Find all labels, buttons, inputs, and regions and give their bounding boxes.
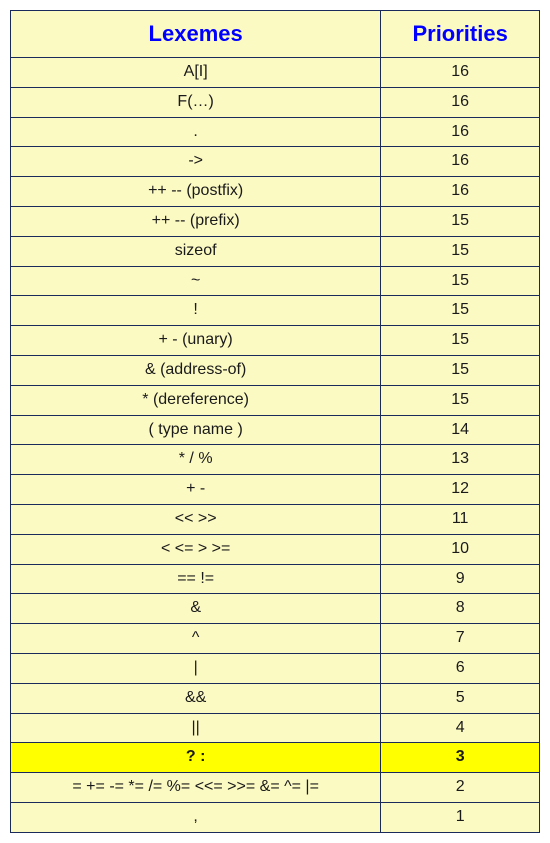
priority-cell: 15	[381, 385, 540, 415]
lexeme-cell: = += -= *= /= %= <<= >>= &= ^= |=	[11, 773, 381, 803]
lexeme-cell: F(…)	[11, 87, 381, 117]
table-row: F(…)16	[11, 87, 540, 117]
priority-cell: 3	[381, 743, 540, 773]
table-row: ,1	[11, 802, 540, 832]
table-row: * / %13	[11, 445, 540, 475]
priority-cell: 7	[381, 624, 540, 654]
table-row: .16	[11, 117, 540, 147]
table-row: == !=9	[11, 564, 540, 594]
priority-cell: 16	[381, 147, 540, 177]
table-row: ? :3	[11, 743, 540, 773]
priority-cell: 10	[381, 534, 540, 564]
table-row: ^7	[11, 624, 540, 654]
lexeme-cell: + -	[11, 475, 381, 505]
priority-cell: 15	[381, 236, 540, 266]
priority-cell: 2	[381, 773, 540, 803]
priority-table: Lexemes Priorities A[I]16F(…)16.16->16++…	[10, 10, 540, 833]
priority-cell: 16	[381, 87, 540, 117]
lexeme-cell: & (address-of)	[11, 355, 381, 385]
priority-cell: 15	[381, 266, 540, 296]
priority-cell: 15	[381, 355, 540, 385]
lexeme-cell: << >>	[11, 504, 381, 534]
table-row: ||4	[11, 713, 540, 743]
table-row: ->16	[11, 147, 540, 177]
lexeme-cell: ( type name )	[11, 415, 381, 445]
lexeme-cell: ->	[11, 147, 381, 177]
lexeme-cell: |	[11, 653, 381, 683]
col-header-priorities: Priorities	[381, 11, 540, 58]
lexeme-cell: !	[11, 296, 381, 326]
priority-cell: 8	[381, 594, 540, 624]
priority-cell: 15	[381, 326, 540, 356]
lexeme-cell: .	[11, 117, 381, 147]
priority-cell: 12	[381, 475, 540, 505]
priority-cell: 16	[381, 117, 540, 147]
lexeme-cell: ? :	[11, 743, 381, 773]
lexeme-cell: + - (unary)	[11, 326, 381, 356]
table-row: & (address-of)15	[11, 355, 540, 385]
operator-priority-table: Lexemes Priorities A[I]16F(…)16.16->16++…	[10, 10, 540, 833]
priority-cell: 4	[381, 713, 540, 743]
table-row: &&5	[11, 683, 540, 713]
priority-cell: 16	[381, 58, 540, 88]
lexeme-cell: * (dereference)	[11, 385, 381, 415]
table-row: |6	[11, 653, 540, 683]
lexeme-cell: sizeof	[11, 236, 381, 266]
lexeme-cell: ,	[11, 802, 381, 832]
table-row: !15	[11, 296, 540, 326]
lexeme-cell: * / %	[11, 445, 381, 475]
table-row: ~15	[11, 266, 540, 296]
table-row: ++ -- (prefix)15	[11, 206, 540, 236]
lexeme-cell: ||	[11, 713, 381, 743]
table-row: < <= > >=10	[11, 534, 540, 564]
priority-cell: 16	[381, 177, 540, 207]
lexeme-cell: == !=	[11, 564, 381, 594]
priority-cell: 13	[381, 445, 540, 475]
table-row: + -12	[11, 475, 540, 505]
table-row: sizeof15	[11, 236, 540, 266]
table-body: A[I]16F(…)16.16->16++ -- (postfix)16++ -…	[11, 58, 540, 833]
priority-cell: 5	[381, 683, 540, 713]
table-row: ++ -- (postfix)16	[11, 177, 540, 207]
table-row: ( type name )14	[11, 415, 540, 445]
lexeme-cell: ++ -- (postfix)	[11, 177, 381, 207]
table-row: = += -= *= /= %= <<= >>= &= ^= |=2	[11, 773, 540, 803]
col-header-lexemes: Lexemes	[11, 11, 381, 58]
lexeme-cell: < <= > >=	[11, 534, 381, 564]
lexeme-cell: ++ -- (prefix)	[11, 206, 381, 236]
lexeme-cell: &	[11, 594, 381, 624]
priority-cell: 9	[381, 564, 540, 594]
priority-cell: 14	[381, 415, 540, 445]
lexeme-cell: A[I]	[11, 58, 381, 88]
table-header-row: Lexemes Priorities	[11, 11, 540, 58]
priority-cell: 6	[381, 653, 540, 683]
table-row: << >>11	[11, 504, 540, 534]
table-row: A[I]16	[11, 58, 540, 88]
priority-cell: 1	[381, 802, 540, 832]
priority-cell: 11	[381, 504, 540, 534]
priority-cell: 15	[381, 206, 540, 236]
lexeme-cell: ~	[11, 266, 381, 296]
table-row: * (dereference)15	[11, 385, 540, 415]
lexeme-cell: &&	[11, 683, 381, 713]
priority-cell: 15	[381, 296, 540, 326]
lexeme-cell: ^	[11, 624, 381, 654]
table-row: &8	[11, 594, 540, 624]
table-row: + - (unary)15	[11, 326, 540, 356]
